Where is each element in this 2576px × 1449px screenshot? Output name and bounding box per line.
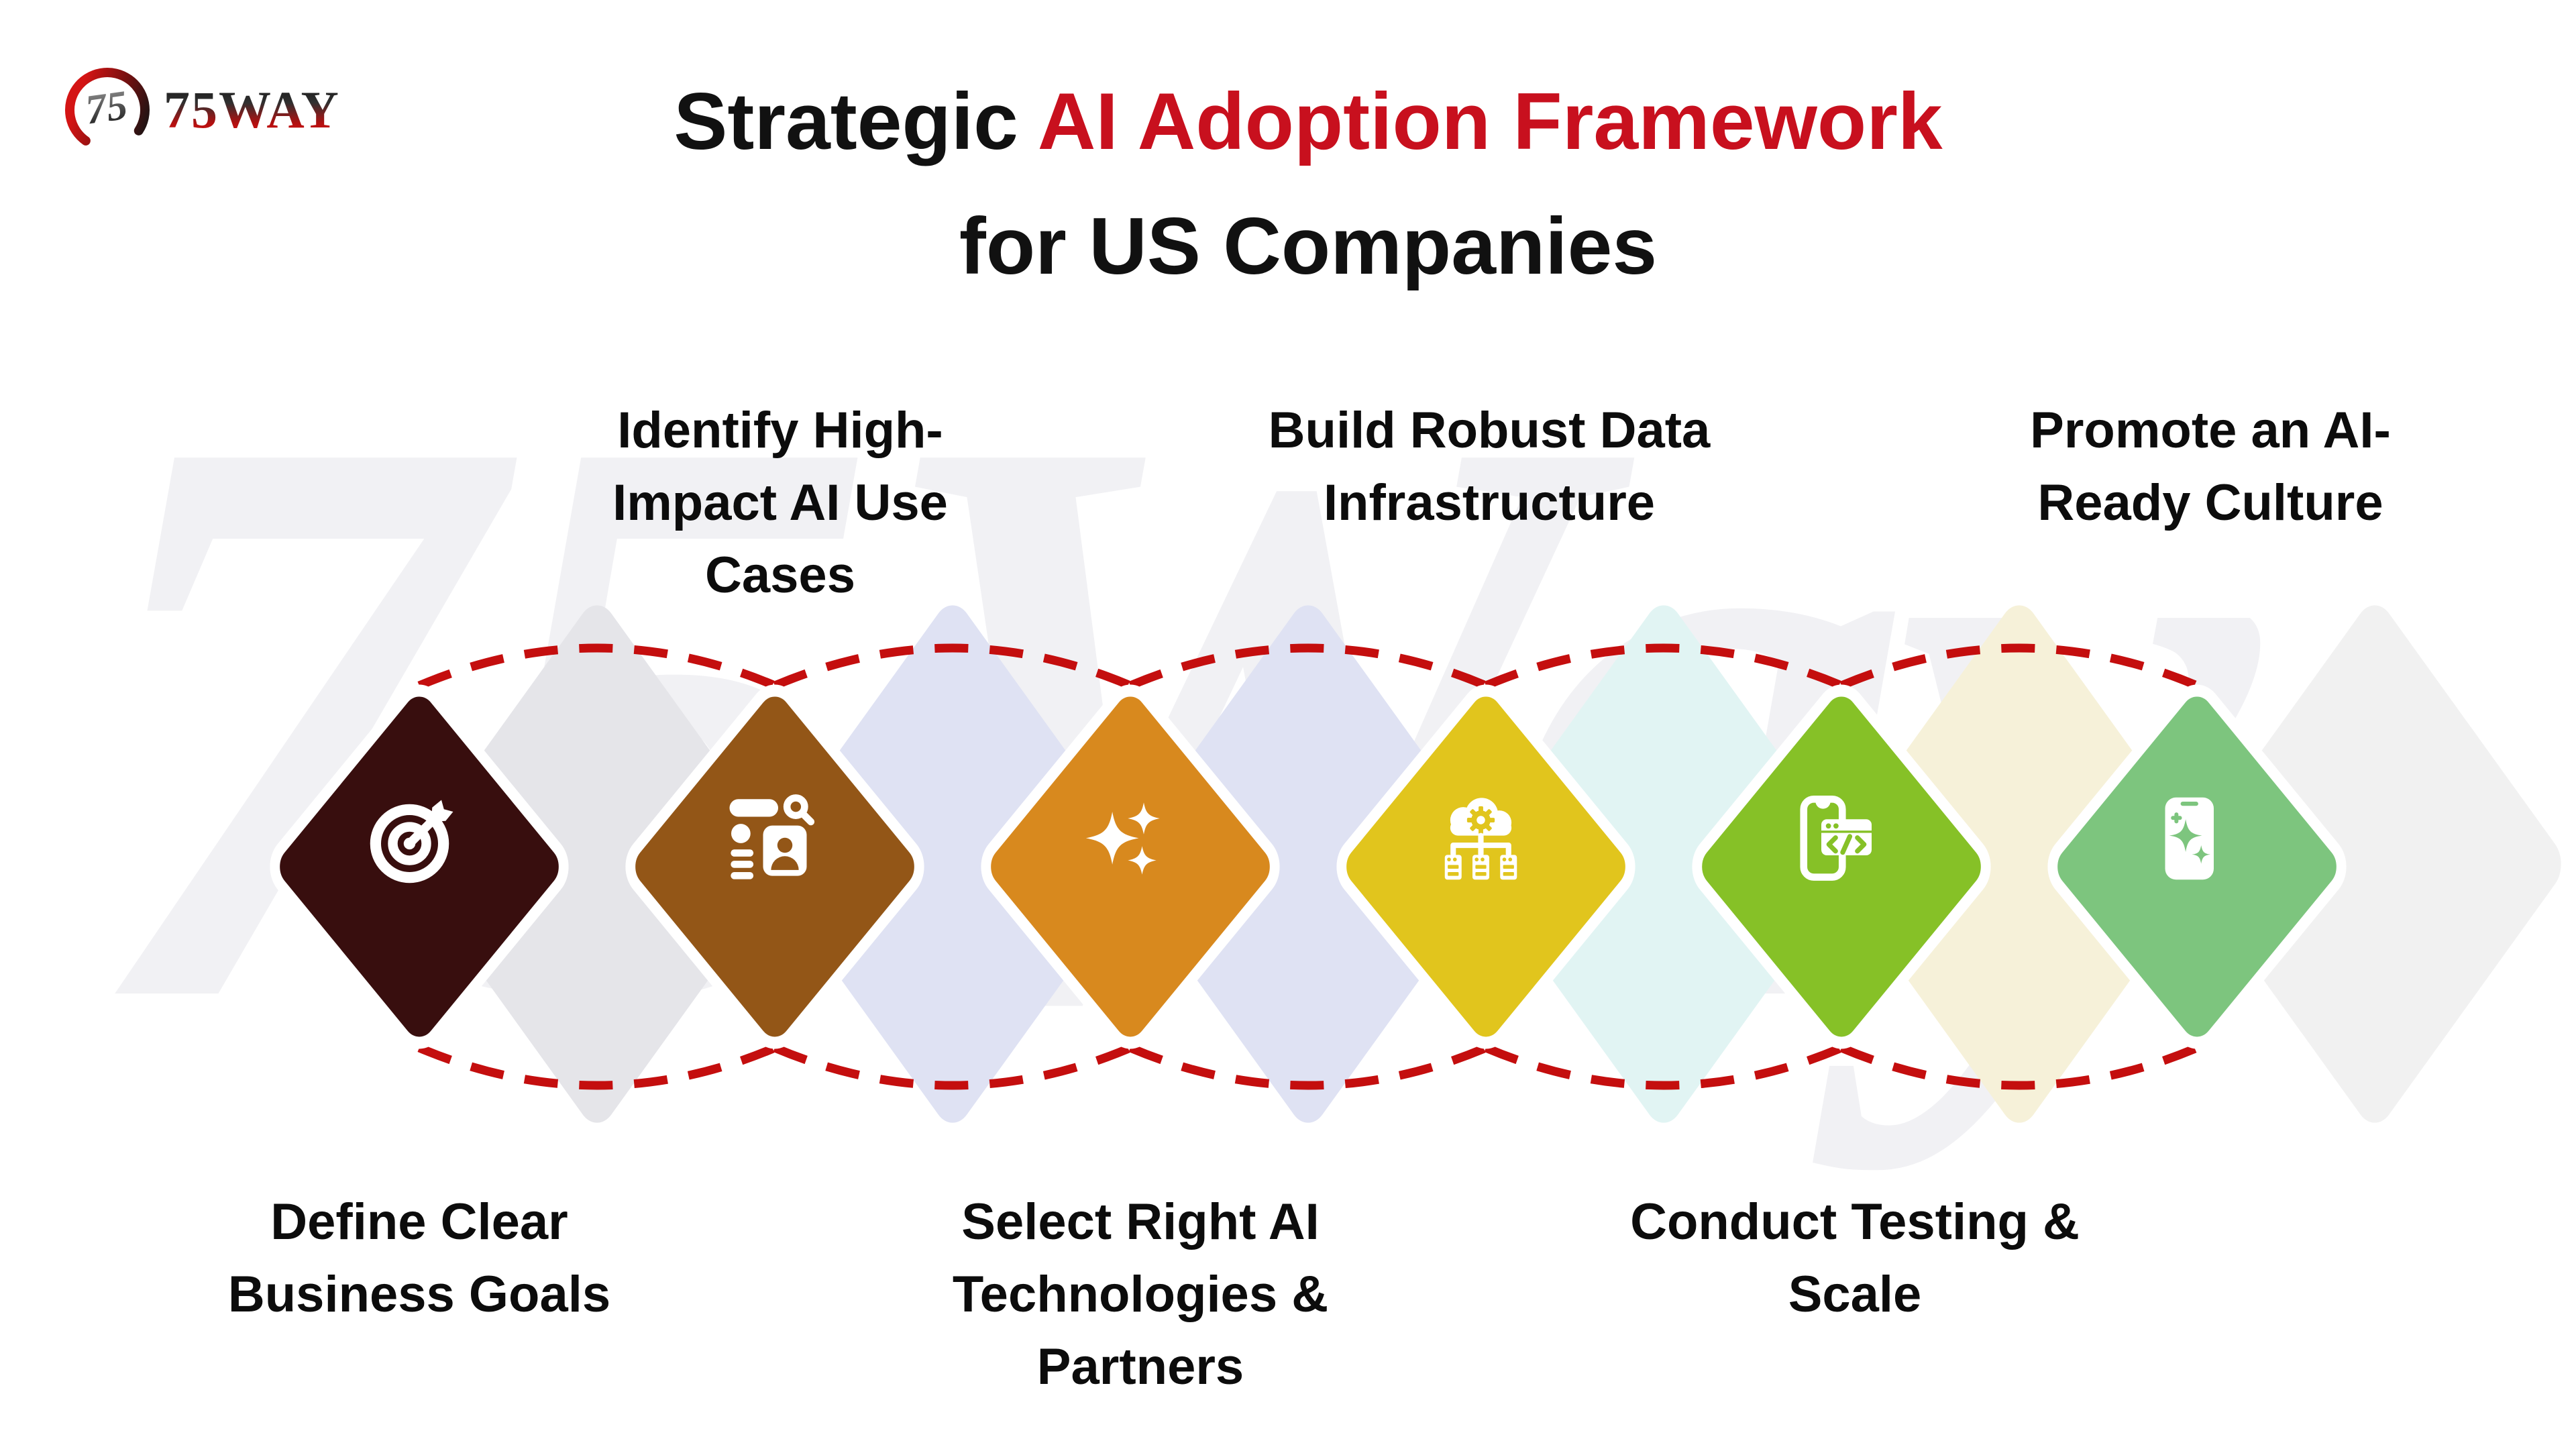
title-black-part: Strategic [674, 76, 1038, 166]
label-line: Build Robust Data [1268, 402, 1711, 459]
label-line: Cases [705, 547, 855, 604]
phone-sparkles-icon [2140, 788, 2241, 889]
label-line: Scale [1788, 1266, 1922, 1323]
label-line: Partners [1036, 1338, 1244, 1395]
step-label-build: Build Robust Data Infrastructure [1161, 394, 1818, 539]
label-line: Define Clear [270, 1193, 568, 1250]
step-label-define: Define Clear Business Goals [91, 1186, 748, 1331]
title-line2: for US Companies [959, 201, 1658, 291]
logo-monogram: 75 [83, 82, 131, 133]
logo-wordmark: 75WAY [164, 80, 340, 139]
step-label-promote: Promote an AI- Ready Culture [1882, 394, 2539, 539]
cloud-gear-servers-icon [1429, 788, 1529, 889]
step-label-conduct: Conduct Testing & Scale [1526, 1186, 2184, 1331]
brand-logo: 75 75WAY [62, 64, 340, 156]
logo-ring-icon: 75 [62, 64, 153, 156]
search-audit-icon [721, 788, 822, 889]
label-line: Infrastructure [1323, 474, 1656, 531]
label-line: Promote an AI- [2030, 402, 2391, 459]
page-title: Strategic AI Adoption Framework for US C… [402, 59, 2214, 309]
sparkles-icon [1073, 788, 1174, 889]
label-line: Technologies & [952, 1266, 1329, 1323]
step-label-identify: Identify High- Impact AI Use Cases [451, 394, 1109, 612]
phone-code-icon [1784, 788, 1885, 889]
label-line: Impact AI Use [612, 474, 948, 531]
label-line: Business Goals [227, 1266, 611, 1323]
title-red-part: AI Adoption Framework [1037, 76, 1943, 166]
target-dart-icon [364, 788, 465, 889]
label-line: Identify High- [617, 402, 943, 459]
label-line: Ready Culture [2037, 474, 2383, 531]
label-line: Conduct Testing & [1630, 1193, 2080, 1250]
step-label-select: Select Right AI Technologies & Partners [812, 1186, 1469, 1403]
label-line: Select Right AI [961, 1193, 1320, 1250]
